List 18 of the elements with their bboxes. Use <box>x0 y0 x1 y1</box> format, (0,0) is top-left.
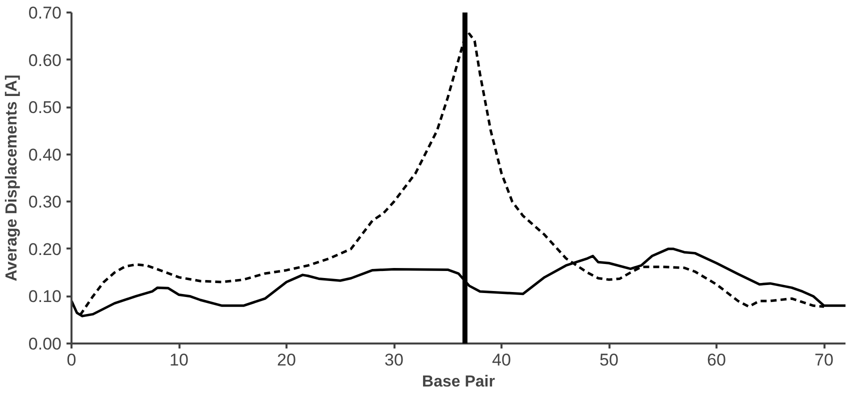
y-tick-label: 0.70 <box>28 4 62 22</box>
y-axis-title: Average Displacements [A] <box>3 74 20 282</box>
x-tick-label: 70 <box>814 350 834 370</box>
y-tick-label: 0.50 <box>28 98 62 118</box>
x-tick-label: 50 <box>600 350 618 370</box>
x-tick-label: 40 <box>492 350 511 370</box>
x-tick-label: 0 <box>66 350 76 370</box>
x-tick-label: 30 <box>384 350 404 370</box>
y-tick-label: 0.60 <box>28 50 62 70</box>
x-tick-label: 60 <box>707 350 726 370</box>
y-tick-label: 0.00 <box>28 334 62 354</box>
y-tick-label: 0.40 <box>28 145 62 164</box>
x-tick-label: 20 <box>277 350 296 370</box>
x-axis-title: Base Pair <box>422 374 495 390</box>
x-tick-label: 10 <box>170 350 188 370</box>
y-tick-label: 0.30 <box>28 192 62 212</box>
y-tick-label: 0.10 <box>28 287 62 306</box>
y-tick-label: 0.20 <box>28 240 62 259</box>
